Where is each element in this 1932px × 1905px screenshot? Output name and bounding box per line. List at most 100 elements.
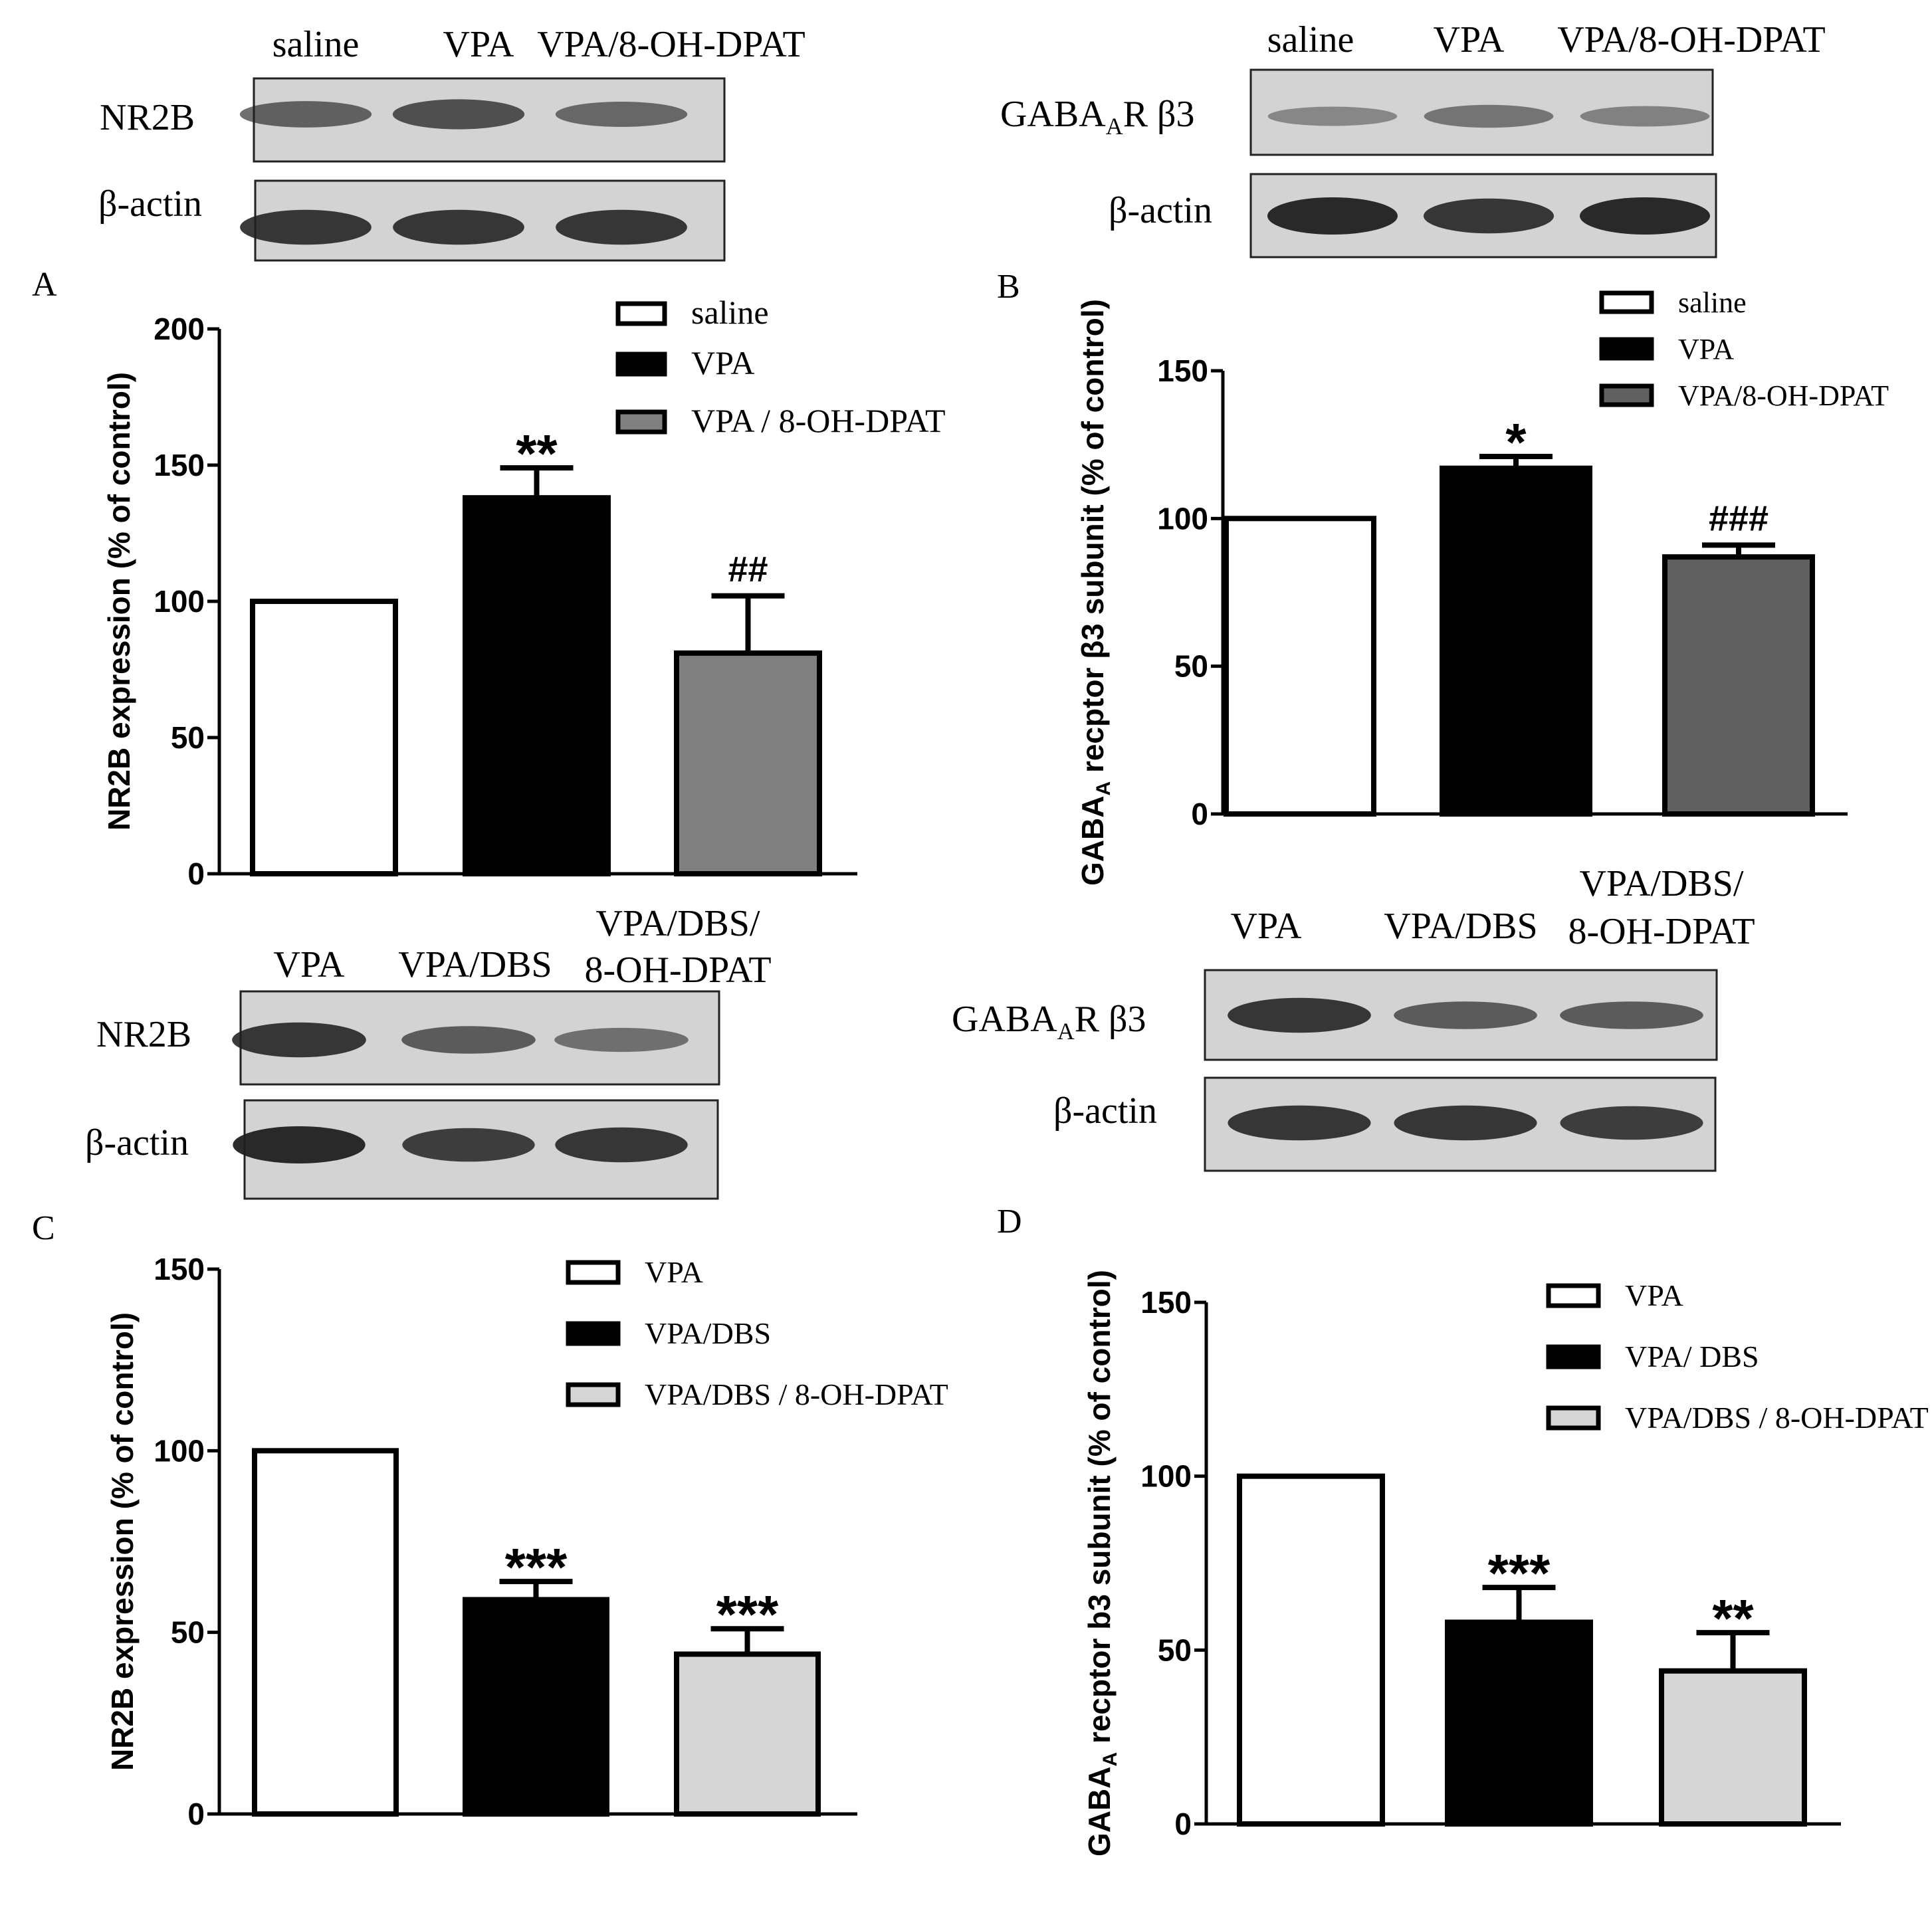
legend-label: VPA xyxy=(691,344,754,381)
blot-A-band xyxy=(392,99,525,130)
significance-marker: *** xyxy=(505,1538,568,1597)
legend-swatch xyxy=(566,1260,621,1285)
bar-VPA/ DBS xyxy=(1445,1619,1593,1827)
y-tick-label: 50 xyxy=(1174,649,1208,684)
blot-C: VPA VPA/DBS VPA/DBS/8-OH-DPAT NR2B β-actin xyxy=(85,903,772,1200)
legend-swatch xyxy=(615,409,667,435)
legend-swatch xyxy=(615,301,667,326)
legend-swatch xyxy=(1599,383,1654,407)
blot-D-band xyxy=(1228,1105,1371,1141)
legend-label: VPA/DBS xyxy=(645,1316,771,1350)
blot-A-loading-label: β-actin xyxy=(98,183,202,225)
significance-marker: ** xyxy=(516,424,558,483)
y-tick-label: 0 xyxy=(187,1797,205,1831)
blot-C-band xyxy=(555,1127,688,1163)
blot-B-protein-membrane xyxy=(1249,68,1714,156)
chart-B: B 0 50 100 150 GABAA recptor β3 subunit (% of… xyxy=(997,268,1889,886)
blot-A-lane-label: saline xyxy=(272,24,360,65)
significance-marker: ### xyxy=(1709,498,1769,538)
significance-marker: *** xyxy=(1488,1544,1551,1603)
y-axis-label: NR2B expression (% of control) xyxy=(105,1312,140,1771)
bar-VPA xyxy=(1237,1473,1385,1827)
blot-B-band xyxy=(1424,104,1554,128)
panel-letter-D: D xyxy=(997,1203,1022,1241)
panel-letter-B: B xyxy=(997,268,1020,306)
chart-A: A 0 50 100 150 200 NR2B expression (% of contr… xyxy=(32,266,946,891)
y-axis-label: GABAA recptor β3 subunit (% of control) xyxy=(1075,299,1115,886)
significance-marker: *** xyxy=(716,1585,779,1644)
y-tick-label: 150 xyxy=(1140,1285,1192,1320)
legend-label: VPA/DBS / 8-OH-DPAT xyxy=(1625,1401,1929,1435)
bar-VPA xyxy=(463,495,611,876)
y-tick-label: 150 xyxy=(154,1252,205,1286)
legend-label: VPA xyxy=(1625,1278,1683,1312)
blot-A-lane-label: VPA/8-OH-DPAT xyxy=(537,24,805,65)
legend-label: VPA/DBS / 8-OH-DPAT xyxy=(645,1377,948,1411)
blot-D-band xyxy=(1560,1106,1703,1140)
legend-swatch xyxy=(566,1382,621,1407)
blot-A-band xyxy=(556,209,687,245)
blot-C-band xyxy=(232,1022,366,1058)
legend-swatch xyxy=(1546,1344,1601,1369)
bar-VPA xyxy=(1440,465,1592,817)
blot-D-lane-label: VPA/DBS xyxy=(1384,906,1537,947)
y-tick-label: 0 xyxy=(1174,1807,1192,1841)
legend-label: VPA xyxy=(1678,333,1734,365)
blot-B-band xyxy=(1267,106,1398,126)
y-axis-label: NR2B expression (% of control) xyxy=(102,372,136,831)
blot-B-lane-label: VPA/8-OH-DPAT xyxy=(1557,19,1826,60)
blot-B-band xyxy=(1424,198,1554,234)
bar-VPA xyxy=(252,1448,399,1817)
panel-letter-A: A xyxy=(32,266,57,304)
bar-saline xyxy=(250,599,398,876)
y-tick-label: 50 xyxy=(1158,1633,1192,1667)
chart-C: C 0 50 100 150 NR2B expression (% of control)… xyxy=(32,1209,948,1831)
blot-D-band xyxy=(1228,997,1371,1033)
blot-A: saline VPA VPA/8-OH-DPAT NR2B β-actin xyxy=(98,24,805,262)
blot-D-protein-label: GABAAR β3 xyxy=(952,999,1146,1045)
panel-letter-C: C xyxy=(32,1209,55,1247)
bar-charts-layer: A 0 50 100 150 200 NR2B expression (% of contr… xyxy=(32,266,1929,1856)
legend-swatch xyxy=(1546,1405,1601,1431)
blot-C-loading-label: β-actin xyxy=(85,1122,189,1163)
blot-C-lane-label: VPA/DBS/ xyxy=(596,903,760,944)
y-tick-label: 50 xyxy=(171,720,205,755)
western-blots-layer: saline VPA VPA/8-OH-DPAT NR2B β-actin saline V… xyxy=(85,19,1826,1200)
blot-D-band xyxy=(1394,1105,1537,1141)
blot-C-band xyxy=(401,1026,536,1054)
blot-A-protein-label: NR2B xyxy=(100,97,195,138)
blot-B-band xyxy=(1580,106,1710,127)
significance-marker: * xyxy=(1505,413,1527,472)
blot-A-band xyxy=(240,209,372,245)
blot-A-band xyxy=(555,102,688,127)
blot-C-band xyxy=(402,1128,535,1162)
legend-swatch xyxy=(1599,337,1654,361)
blot-D-lane-label: 8-OH-DPAT xyxy=(1568,911,1755,952)
blot-D-loading-label: β-actin xyxy=(1053,1090,1157,1132)
blot-C-band xyxy=(233,1126,366,1163)
y-tick-label: 0 xyxy=(1191,797,1208,831)
bar-saline xyxy=(1224,516,1376,817)
legend-swatch xyxy=(1599,290,1654,314)
legend-label: VPA/8-OH-DPAT xyxy=(1678,379,1889,412)
y-tick-label: 100 xyxy=(1157,501,1208,536)
blot-C-band xyxy=(554,1027,689,1053)
legend-swatch xyxy=(615,351,667,377)
blot-D-lane-label: VPA xyxy=(1231,906,1302,947)
significance-marker: ** xyxy=(1712,1589,1754,1648)
y-tick-label: 100 xyxy=(154,1433,205,1468)
blot-B: saline VPA VPA/8-OH-DPAT GABAAR β3 β-actin xyxy=(1000,19,1826,258)
significance-marker: ## xyxy=(728,550,768,589)
y-axis-label: GABAA recptor b3 subunit (% of control) xyxy=(1082,1270,1121,1856)
legend-swatch xyxy=(566,1321,621,1346)
blot-C-lane-label: VPA xyxy=(274,944,345,985)
y-tick-label: 150 xyxy=(154,448,205,482)
blot-B-lane-label: saline xyxy=(1267,19,1354,60)
blot-A-lane-label: VPA xyxy=(443,24,514,65)
bar-VPA/DBS / 8-OH-DPAT xyxy=(674,1651,821,1817)
y-tick-label: 50 xyxy=(171,1615,205,1650)
legend-label: VPA xyxy=(645,1255,703,1289)
blot-C-lane-label: 8-OH-DPAT xyxy=(584,950,771,991)
blot-D-band xyxy=(1394,1001,1537,1029)
legend-swatch xyxy=(1546,1283,1601,1308)
